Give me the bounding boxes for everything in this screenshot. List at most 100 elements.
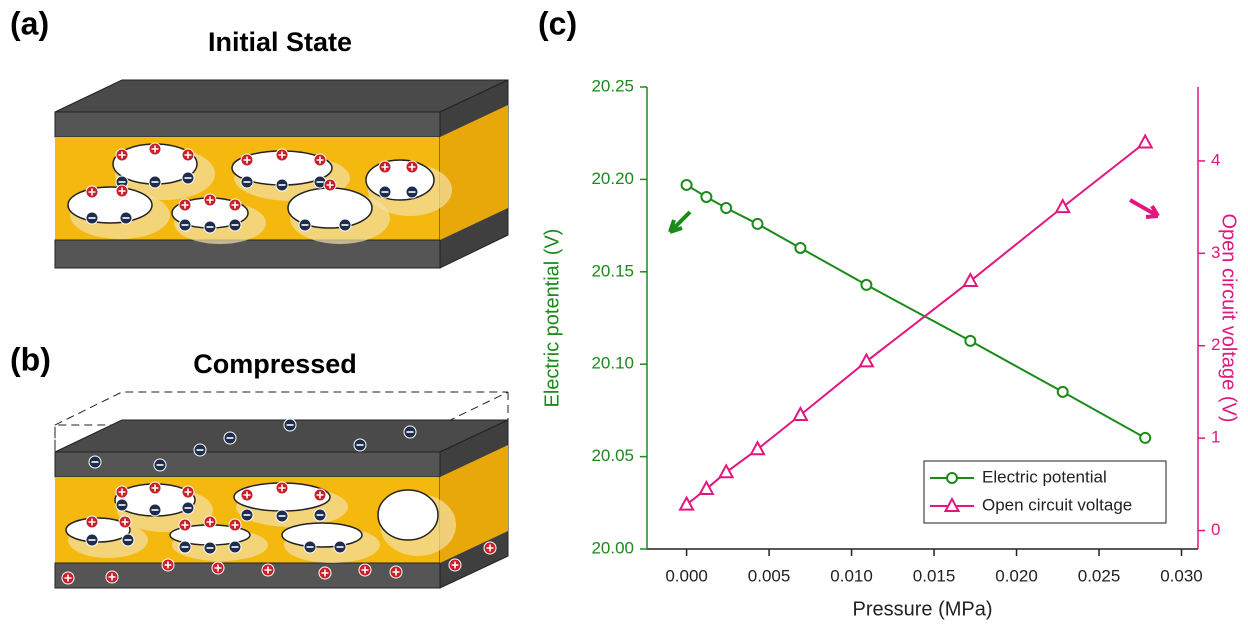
initial-state-illustration [54,79,509,269]
pore [365,159,435,201]
electrode [54,451,441,478]
circle-marker [720,202,733,215]
y-axis-title: Electric potential (V) [541,229,563,408]
positive-sign [184,151,192,159]
y-tick-label: 20.15 [591,261,634,280]
circle-marker [680,178,693,191]
positive-sign [164,561,172,569]
foam-side [440,105,508,240]
positive-sign [321,569,329,577]
triangle-marker [698,479,715,495]
positive-sign [108,573,116,581]
circle-marker [964,334,977,347]
positive-sign [231,201,239,209]
positive-sign [392,568,400,576]
y-tick-label: 20.00 [591,538,634,557]
y2-tick-label: 3 [1211,243,1220,262]
positive-sign [316,156,324,164]
triangle-marker [1137,133,1154,149]
positive-sign [243,156,251,164]
x-tick-label: 0.015 [913,566,956,585]
chart: 0.000 0.005 0.010 0.015 0.020 0.025 0.030 20.00… [541,76,1239,620]
positive-sign [326,181,334,189]
positive-sign [278,484,286,492]
circle-marker [700,190,713,203]
pore [281,522,363,548]
positive-sign [243,491,251,499]
y2-axis-title: Open circuit voltage (V) [1218,214,1240,423]
positive-sign [151,484,159,492]
panel-label: (a) [10,5,49,41]
x-tick-label: 0.025 [1078,566,1121,585]
triangle-marker [858,352,875,368]
slab-top [54,79,509,113]
positive-sign [231,521,239,529]
positive-sign [88,188,96,196]
positive-sign [88,518,96,526]
circle-marker [860,278,873,291]
positive-sign [118,488,126,496]
positive-sign [214,564,222,572]
legend-label: Open circuit voltage [982,495,1132,514]
legend-marker [943,496,961,512]
y-tick-label: 20.25 [591,76,634,95]
positive-sign [181,521,189,529]
positive-sign [118,151,126,159]
x-tick-label: 0.000 [665,566,708,585]
positive-sign [264,566,272,574]
panel-title: Initial State [208,27,352,57]
circle-marker [1056,385,1069,398]
y2-tick-label: 1 [1211,428,1220,447]
axis-arrow [1129,198,1160,219]
pore [377,489,439,541]
panel-title: Compressed [193,349,357,379]
y2-tick-label: 4 [1211,150,1220,169]
compressed-illustration [54,391,509,589]
positive-sign [184,488,192,496]
legend-marker [946,472,958,484]
positive-sign [316,491,324,499]
y-tick-label: 20.05 [591,446,634,465]
y2-tick-label: 2 [1211,335,1220,354]
positive-sign [181,201,189,209]
foam-side [440,445,508,563]
positive-sign [151,145,159,153]
electrode [54,239,441,269]
pore [67,186,153,224]
positive-sign [451,561,459,569]
legend-label: Electric potential [982,467,1107,486]
positive-sign [118,187,126,195]
x-tick-label: 0.020 [995,566,1038,585]
positive-sign [64,574,72,582]
positive-sign [486,544,494,552]
x-axis-title: Pressure (MPa) [852,598,992,620]
triangle-marker [962,271,979,288]
y2-tick-label: 0 [1211,520,1220,539]
triangle-marker [678,495,695,511]
circle-marker [794,241,807,254]
positive-sign [206,196,214,204]
panel-label: (c) [538,5,577,41]
legend-box [923,460,1167,524]
circle-marker [751,217,764,230]
triangle-marker [792,405,809,422]
slab-top [54,419,509,453]
positive-sign [361,566,369,574]
axis-arrow [668,210,692,234]
y-tick-label: 20.20 [591,169,634,188]
electrode [54,111,441,138]
triangle-marker [1054,198,1071,214]
triangle-marker [749,440,766,456]
positive-sign [206,518,214,526]
electrode [54,562,441,589]
triangle-marker [718,463,735,479]
panel-label: (b) [10,341,51,377]
y-tick-label: 20.10 [591,354,634,373]
positive-sign [381,163,389,171]
positive-sign [121,518,129,526]
x-tick-label: 0.010 [830,566,873,585]
positive-sign [278,151,286,159]
circle-marker [1139,431,1152,444]
x-tick-label: 0.005 [748,566,791,585]
